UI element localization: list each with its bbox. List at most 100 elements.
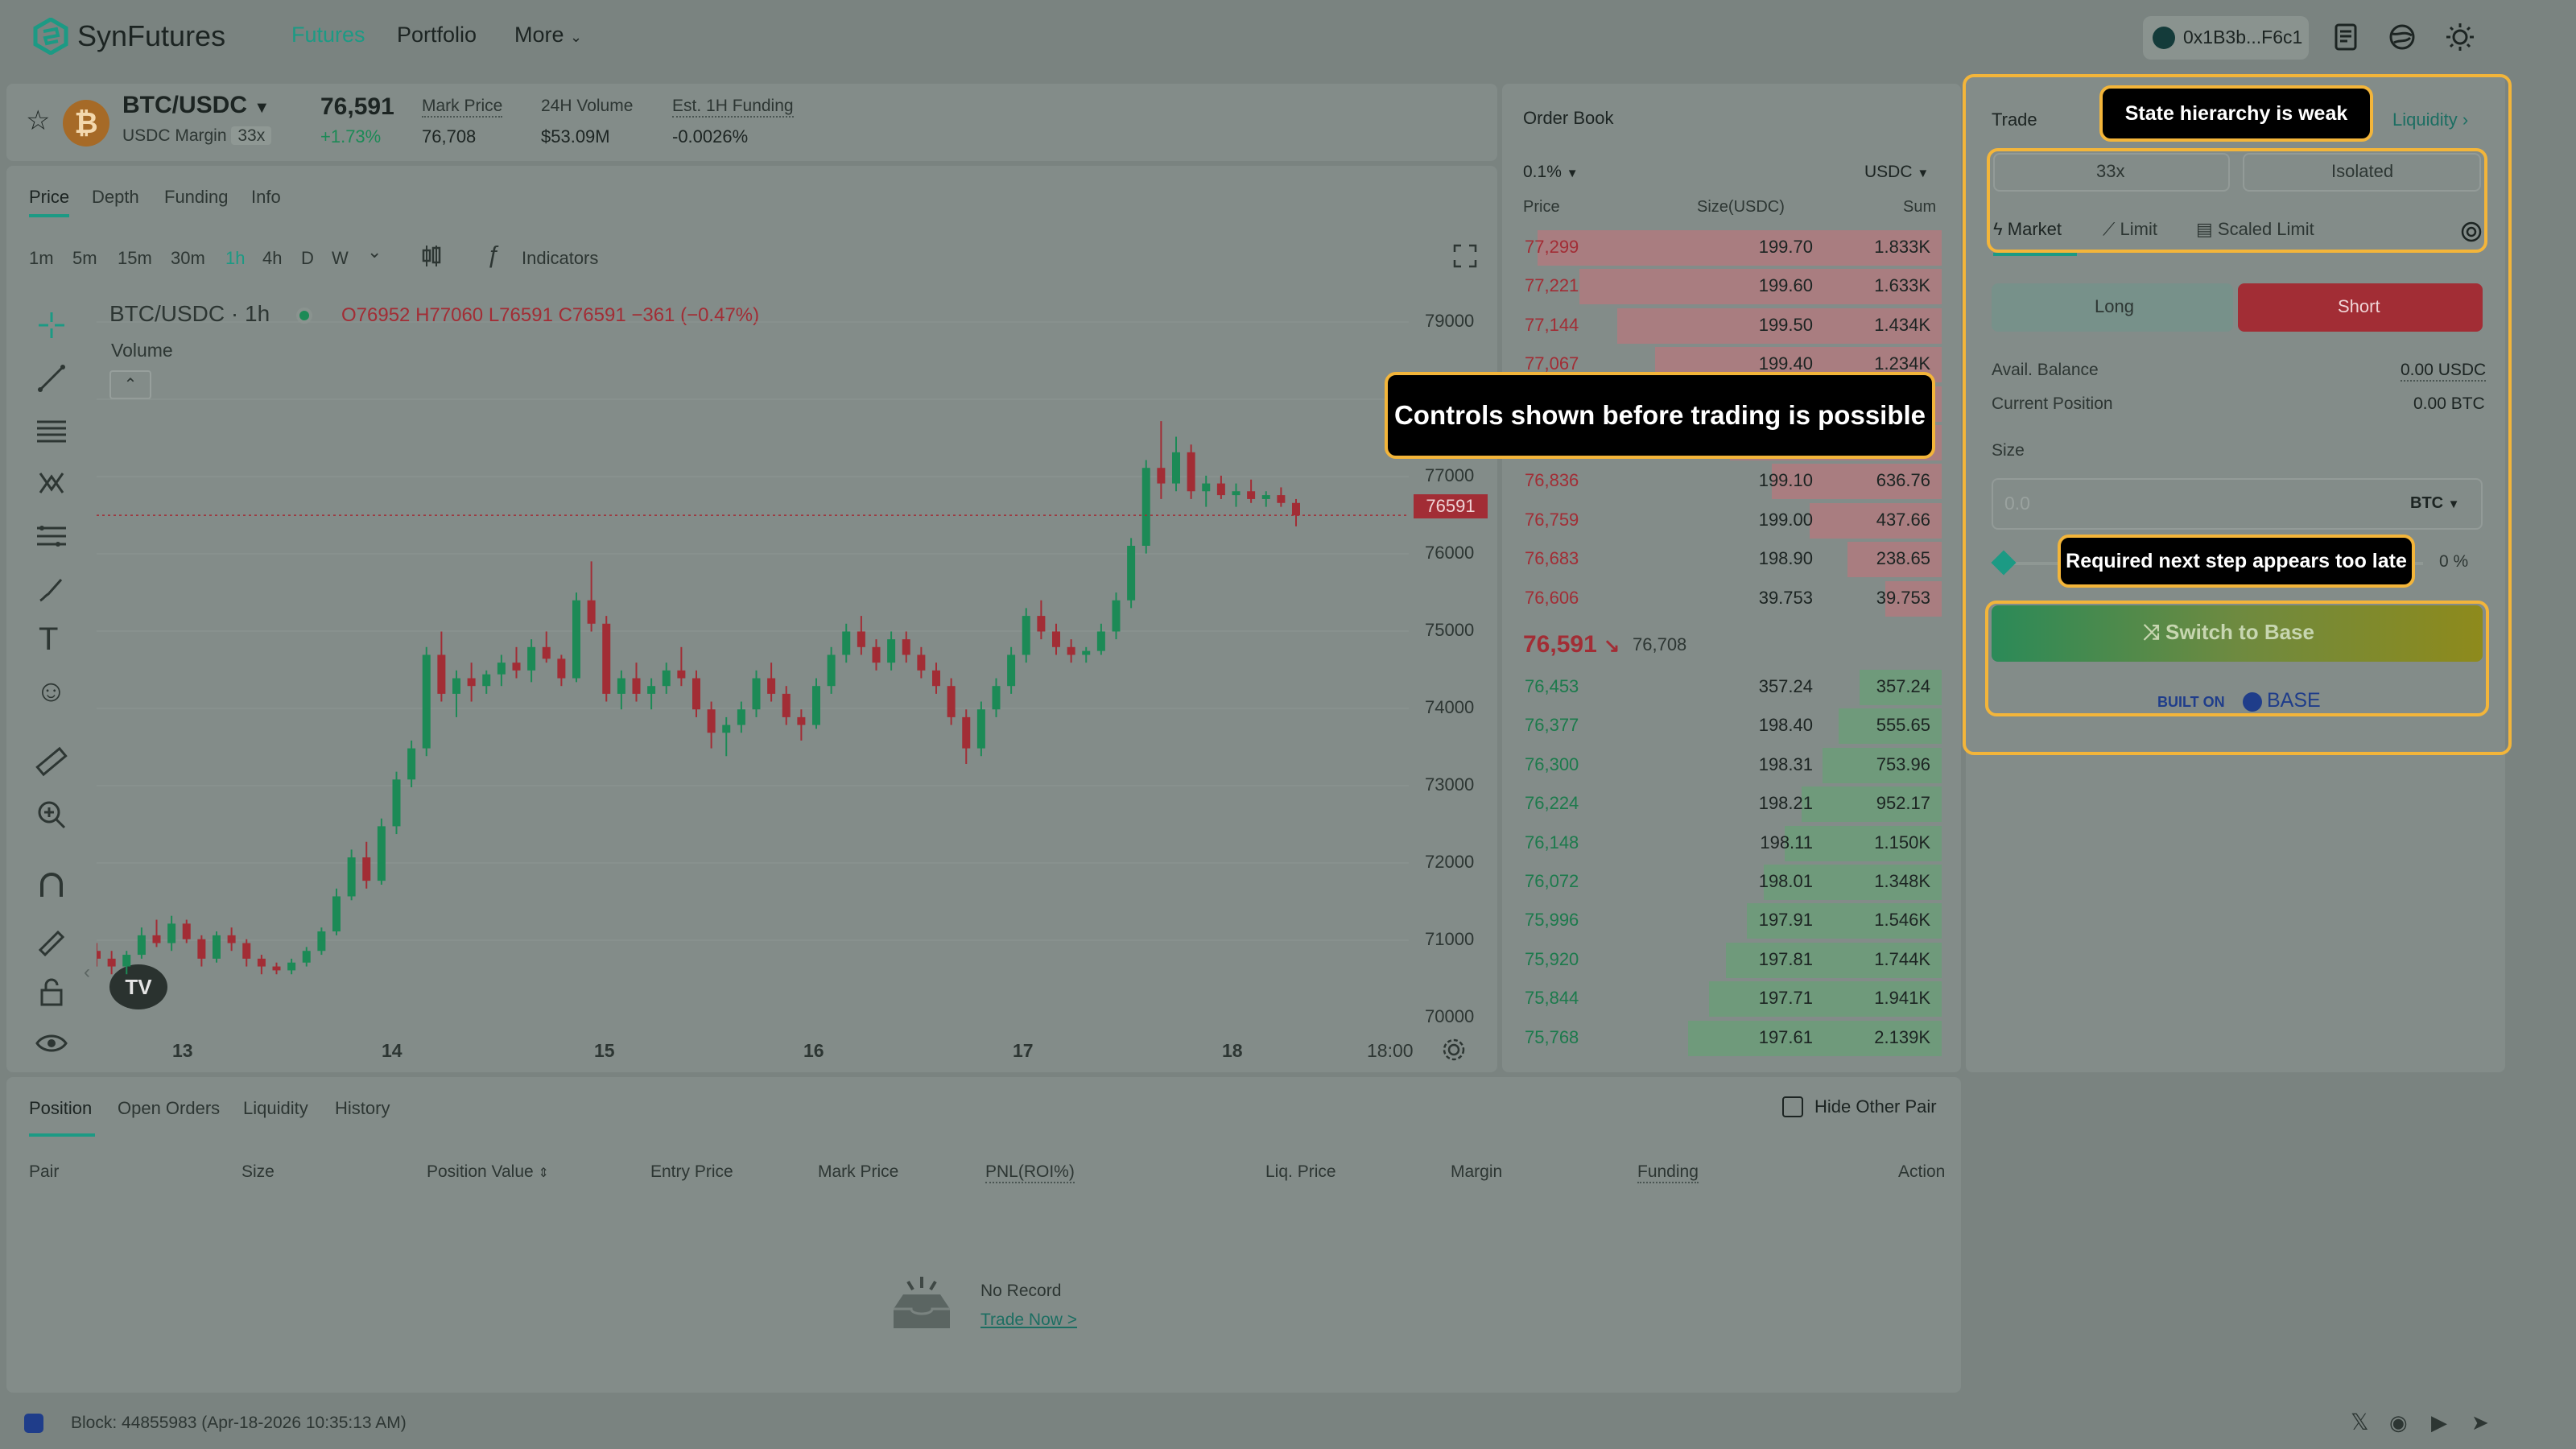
tab-funding[interactable]: Funding <box>164 187 229 207</box>
hide-other-pair-checkbox[interactable] <box>1782 1096 1803 1117</box>
text-tool-icon[interactable]: T <box>39 621 59 657</box>
globe-icon[interactable] <box>2386 21 2418 53</box>
ob-mark-price: 76,708 <box>1633 634 1687 654</box>
brush-icon[interactable] <box>34 572 69 607</box>
timeframe-4h[interactable]: 4h <box>262 248 283 268</box>
size-unit-selector[interactable]: BTC ▼ <box>2410 494 2460 513</box>
candle-body <box>97 951 101 959</box>
col-position-value[interactable]: Position Value ⇕ <box>427 1162 549 1182</box>
eye-icon[interactable] <box>34 1026 69 1061</box>
unit-selector[interactable]: USDC ▼ <box>1864 163 1929 182</box>
bid-row[interactable]: 75,844 197.71 1.941K <box>1523 980 1942 1018</box>
emoji-icon[interactable]: ☺ <box>35 675 67 708</box>
timeframe-w[interactable]: W <box>332 248 349 268</box>
trend-line-icon[interactable] <box>34 361 69 396</box>
ruler-icon[interactable] <box>34 744 69 779</box>
trade-now-link[interactable]: Trade Now > <box>980 1311 1078 1329</box>
document-icon[interactable] <box>2330 21 2362 53</box>
scroll-left-chevron-icon[interactable]: ‹ <box>84 961 90 983</box>
candle-body <box>782 693 791 717</box>
lock-drawing-icon[interactable] <box>34 921 69 956</box>
candle-body <box>242 943 251 959</box>
bid-row[interactable]: 76,072 198.01 1.348K <box>1523 863 1942 900</box>
long-button[interactable] <box>1992 283 2233 332</box>
indicators-fx-icon[interactable]: ƒ <box>486 242 500 268</box>
candle-body <box>527 646 536 671</box>
ask-row[interactable]: 76,836 199.10 636.76 <box>1523 462 1942 500</box>
switch-to-base-button[interactable] <box>1992 605 2483 662</box>
lock-icon[interactable] <box>34 974 69 1009</box>
tab-liquidity[interactable]: Liquidity <box>243 1098 308 1118</box>
y-tick-76000: 76000 <box>1425 543 1475 563</box>
zoom-in-icon[interactable] <box>34 797 69 832</box>
sun-icon[interactable] <box>2444 21 2476 53</box>
bid-row[interactable]: 76,224 198.21 952.17 <box>1523 785 1942 823</box>
timeframe-d[interactable]: D <box>301 248 314 268</box>
col-entry-price: Entry Price <box>650 1162 733 1181</box>
order-settings-gear-icon[interactable] <box>2458 219 2484 245</box>
timeframe-5m[interactable]: 5m <box>72 248 97 268</box>
magnet-icon[interactable] <box>34 868 69 903</box>
tab-open-orders[interactable]: Open Orders <box>118 1098 221 1118</box>
bid-row[interactable]: 75,996 197.91 1.546K <box>1523 902 1942 939</box>
liquidity-link[interactable]: Liquidity › <box>2392 109 2468 130</box>
ask-row[interactable]: 77,221 199.60 1.633K <box>1523 267 1942 305</box>
tab-history[interactable]: History <box>335 1098 390 1118</box>
horizontal-lines-icon[interactable] <box>34 414 69 449</box>
timeframe-30m[interactable]: 30m <box>171 248 205 268</box>
indicators-button[interactable]: Indicators <box>522 248 599 268</box>
timeframe-more-chevron-icon[interactable]: ⌄ <box>367 242 382 262</box>
fib-retracement-icon[interactable] <box>34 518 69 554</box>
order-type-scaled[interactable]: ▤ Scaled Limit <box>2196 219 2314 240</box>
youtube-icon[interactable]: ▶ <box>2431 1410 2447 1435</box>
x-social-icon[interactable]: 𝕏 <box>2351 1410 2369 1435</box>
ask-row[interactable]: 76,683 198.90 238.65 <box>1523 540 1942 578</box>
ob-price: 77,144 <box>1525 314 1579 335</box>
order-type-underline <box>1993 253 2077 256</box>
nav-futures[interactable]: Futures <box>291 23 365 47</box>
tab-info[interactable]: Info <box>251 187 281 207</box>
size-percent[interactable]: 0 % <box>2439 552 2469 571</box>
tab-position[interactable]: Position <box>29 1098 93 1118</box>
price-chart[interactable] <box>97 298 1409 1022</box>
candle-body <box>332 896 341 932</box>
pair-selector[interactable]: BTC/USDC ▼ <box>122 92 270 119</box>
ask-row[interactable]: 76,606 39.753 39.753 <box>1523 580 1942 617</box>
tab-price[interactable]: Price <box>29 187 70 207</box>
nav-portfolio[interactable]: Portfolio <box>397 23 477 47</box>
collapse-legend-button[interactable]: ⌃ <box>109 370 151 399</box>
ask-row[interactable]: 77,144 199.50 1.434K <box>1523 307 1942 344</box>
candle-type-icon[interactable] <box>419 243 444 269</box>
bid-row[interactable]: 76,300 198.31 753.96 <box>1523 746 1942 783</box>
nav-more[interactable]: More ⌄ <box>514 23 582 47</box>
crosshair-icon[interactable] <box>34 308 69 343</box>
bid-row[interactable]: 76,377 198.40 555.65 <box>1523 707 1942 745</box>
timeframe-1h[interactable]: 1h <box>225 248 246 268</box>
order-type-limit[interactable]: ⟋ Limit <box>2103 219 2157 240</box>
size-input[interactable] <box>1992 478 2483 530</box>
wallet-avatar <box>2153 27 2175 49</box>
bid-row[interactable]: 76,148 198.11 1.150K <box>1523 824 1942 861</box>
synfutures-logo-icon[interactable] <box>32 18 69 55</box>
ask-row[interactable]: 76,759 199.00 437.66 <box>1523 502 1942 539</box>
timeframe-1m[interactable]: 1m <box>29 248 54 268</box>
order-type-market[interactable]: ϟ Market <box>1993 219 2062 240</box>
ask-row[interactable]: 77,299 199.70 1.833K <box>1523 229 1942 266</box>
timeframe-15m[interactable]: 15m <box>118 248 152 268</box>
fullscreen-icon[interactable] <box>1452 243 1478 269</box>
hide-other-pair-label[interactable]: Hide Other Pair <box>1814 1096 1937 1117</box>
leverage-selector[interactable] <box>1993 153 2230 192</box>
candle-body <box>227 935 236 943</box>
bid-row[interactable]: 75,920 197.81 1.744K <box>1523 941 1942 978</box>
tab-depth[interactable]: Depth <box>92 187 139 207</box>
bid-row[interactable]: 75,768 197.61 2.139K <box>1523 1019 1942 1056</box>
depth-selector[interactable]: 0.1% ▼ <box>1523 163 1579 182</box>
short-button[interactable] <box>2238 283 2483 332</box>
favorite-star-icon[interactable]: ☆ <box>26 105 51 136</box>
margin-mode-selector[interactable] <box>2243 153 2481 192</box>
pattern-icon[interactable] <box>34 465 69 501</box>
telegram-icon[interactable]: ➤ <box>2471 1410 2489 1435</box>
discord-icon[interactable]: ◉ <box>2389 1410 2408 1435</box>
bid-row[interactable]: 76,453 357.24 357.24 <box>1523 668 1942 705</box>
chart-settings-gear-icon[interactable] <box>1441 1037 1467 1063</box>
